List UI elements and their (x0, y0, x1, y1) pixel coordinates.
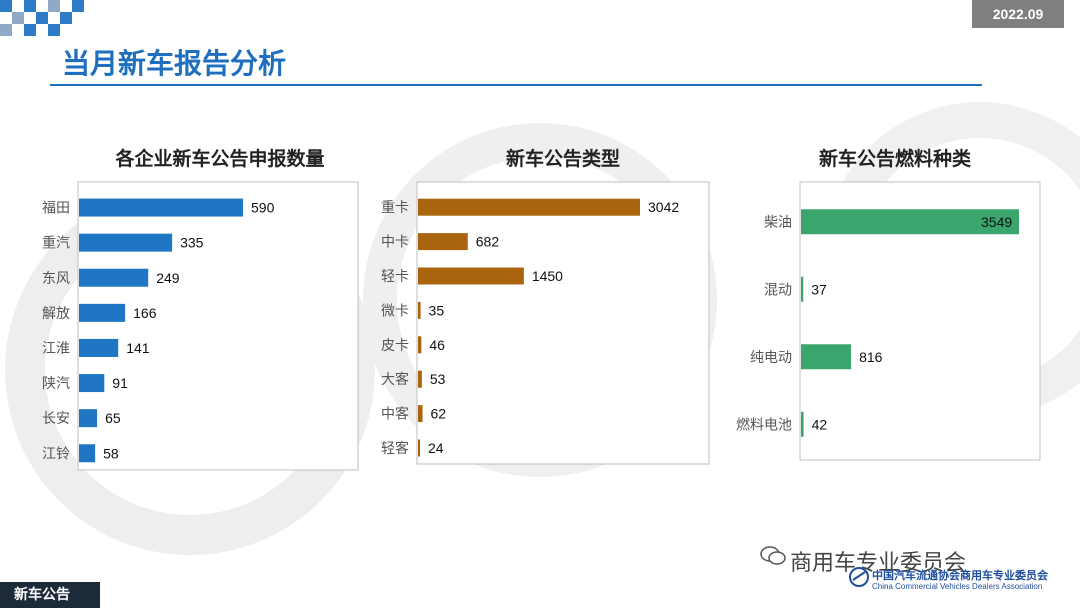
data-label: 46 (429, 337, 445, 353)
bar (79, 198, 243, 217)
association-name-cn: 中国汽车流通协会商用车专业委员会 (872, 569, 1048, 582)
data-label: 166 (133, 305, 157, 321)
chart-title-type: 新车公告类型 (505, 148, 620, 170)
date-badge: 2022.09 (972, 0, 1064, 28)
wechat-icon (760, 546, 786, 565)
data-label: 24 (428, 440, 444, 456)
brand-name: 商用车专业委员会 (790, 551, 967, 576)
data-label: 816 (859, 349, 883, 365)
bar (801, 344, 852, 370)
data-label: 42 (812, 416, 828, 432)
category-label: 柴油 (764, 215, 792, 231)
category-label: 燃料电池 (736, 416, 792, 433)
bar (418, 267, 524, 285)
chart-title-fuel: 新车公告燃料种类 (818, 148, 971, 170)
bar (79, 444, 96, 463)
bar (79, 338, 119, 357)
bar (801, 276, 804, 302)
category-label: 重卡 (381, 200, 409, 216)
bar (418, 301, 421, 319)
data-label: 590 (251, 200, 275, 216)
category-label: 轻客 (381, 440, 409, 457)
chart-enterprise-filings: 福田 590 重汽 335 东风 249 解放 166 江淮 141 陕汽 91 长安 65 江铃 58 (42, 181, 359, 471)
chart-vehicle-type: 重卡 3042 中卡 682 轻卡 1450 微卡 35 皮卡 46 大客 53 中客 62 轻客 24 (381, 181, 710, 465)
category-label: 微卡 (381, 303, 409, 319)
bar (418, 405, 423, 423)
data-label: 58 (103, 445, 119, 461)
bar (79, 233, 173, 252)
category-label: 解放 (42, 306, 70, 322)
category-label: 中卡 (381, 235, 409, 251)
category-label: 长安 (42, 411, 70, 427)
page-title: 当月新车报告分析 (62, 47, 287, 80)
data-label: 335 (180, 235, 204, 251)
bar (79, 374, 105, 393)
category-label: 东风 (42, 271, 70, 287)
category-label: 纯电动 (750, 350, 792, 366)
category-label: 混动 (764, 282, 792, 298)
bar (418, 439, 420, 457)
bar (418, 233, 468, 251)
data-label: 35 (429, 302, 445, 318)
category-label: 江铃 (42, 446, 70, 462)
data-label: 65 (105, 410, 121, 426)
data-label: 3549 (981, 214, 1012, 230)
data-label: 141 (126, 340, 150, 356)
data-label: 1450 (532, 268, 563, 284)
category-label: 皮卡 (381, 338, 409, 354)
category-label: 江淮 (42, 341, 70, 357)
chart-frame (416, 181, 710, 465)
bar (79, 268, 149, 287)
category-label: 大客 (381, 371, 409, 388)
bar (418, 370, 422, 388)
data-label: 62 (431, 406, 447, 422)
data-label: 682 (476, 234, 500, 250)
association-name-en: China Commercial Vehicles Dealers Associ… (872, 582, 1043, 591)
bar (418, 336, 422, 354)
association-logo-icon (849, 567, 869, 587)
data-label: 3042 (648, 199, 679, 215)
bar (79, 409, 98, 428)
section-badge: 新车公告 (0, 582, 100, 608)
category-label: 重汽 (42, 236, 70, 252)
chart-frame (77, 181, 359, 471)
bar (418, 198, 640, 216)
category-label: 轻卡 (381, 269, 409, 285)
title-divider (50, 84, 982, 86)
data-label: 91 (112, 375, 128, 391)
category-label: 陕汽 (42, 376, 70, 392)
category-label: 福田 (42, 201, 70, 217)
chart-fuel-type: 柴油 3549 混动 37 纯电动 816 燃料电池 42 (736, 181, 1041, 461)
data-label: 249 (156, 270, 180, 286)
bar (79, 303, 126, 322)
data-label: 53 (430, 371, 446, 387)
category-label: 中客 (381, 406, 409, 423)
data-label: 37 (811, 281, 827, 297)
bar (801, 411, 804, 437)
chart-title-enterprise: 各企业新车公告申报数量 (115, 148, 325, 170)
bar (801, 209, 1019, 235)
